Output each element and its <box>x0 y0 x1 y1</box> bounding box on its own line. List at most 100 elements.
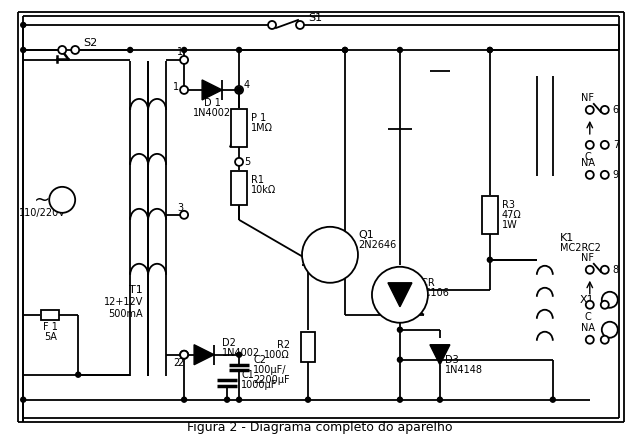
Text: 1000μF: 1000μF <box>241 380 277 390</box>
Circle shape <box>488 48 492 52</box>
Text: 4: 4 <box>244 80 250 90</box>
Text: NA: NA <box>580 158 595 168</box>
Text: S2: S2 <box>83 38 97 48</box>
Text: ~: ~ <box>34 191 51 209</box>
Text: 2: 2 <box>173 358 179 368</box>
Text: 500mA: 500mA <box>109 309 143 319</box>
Circle shape <box>342 48 348 52</box>
Text: 8: 8 <box>612 265 619 275</box>
Circle shape <box>601 336 609 344</box>
Text: C: C <box>584 312 591 322</box>
Bar <box>41 310 60 320</box>
Text: S1: S1 <box>308 13 322 23</box>
Circle shape <box>20 48 26 52</box>
Circle shape <box>437 397 442 402</box>
Text: K1: K1 <box>560 233 574 243</box>
Text: 1MΩ: 1MΩ <box>251 123 273 133</box>
Text: TIC106: TIC106 <box>415 288 449 298</box>
Circle shape <box>180 351 188 359</box>
Circle shape <box>180 211 188 219</box>
Text: NF: NF <box>581 93 595 103</box>
Circle shape <box>296 21 304 29</box>
Circle shape <box>586 171 594 179</box>
Circle shape <box>235 86 243 94</box>
Circle shape <box>488 48 492 52</box>
Circle shape <box>71 46 79 54</box>
Bar <box>231 109 247 147</box>
Text: 9: 9 <box>612 170 619 180</box>
Text: MC2RC2: MC2RC2 <box>560 243 601 253</box>
Text: F 1: F 1 <box>43 322 58 332</box>
Polygon shape <box>194 345 214 365</box>
Text: 5A: 5A <box>44 332 57 342</box>
Circle shape <box>237 88 241 92</box>
Text: NA: NA <box>580 323 595 333</box>
Text: 1: 1 <box>177 47 183 57</box>
Circle shape <box>225 397 230 402</box>
Text: 47Ω: 47Ω <box>502 210 522 220</box>
Polygon shape <box>430 345 450 365</box>
Circle shape <box>302 227 358 283</box>
Circle shape <box>586 266 594 274</box>
Circle shape <box>180 351 188 359</box>
Bar <box>301 332 315 362</box>
Text: 1N4002: 1N4002 <box>193 108 231 118</box>
Circle shape <box>602 292 618 308</box>
Text: R1: R1 <box>251 175 264 185</box>
Text: T1: T1 <box>129 285 143 295</box>
Text: C2: C2 <box>253 355 266 365</box>
Circle shape <box>488 257 492 262</box>
Circle shape <box>397 397 403 402</box>
Text: 2: 2 <box>177 358 183 368</box>
Text: 100μF/: 100μF/ <box>253 364 287 375</box>
Circle shape <box>397 357 403 362</box>
Circle shape <box>601 141 609 149</box>
Circle shape <box>182 397 187 402</box>
Text: Q1: Q1 <box>358 230 374 240</box>
Text: 1: 1 <box>173 82 179 92</box>
Circle shape <box>550 397 556 402</box>
Circle shape <box>372 267 428 323</box>
Circle shape <box>586 336 594 344</box>
Text: 1W: 1W <box>502 220 518 230</box>
Text: 10kΩ: 10kΩ <box>251 185 276 195</box>
Text: 100Ω: 100Ω <box>264 350 290 360</box>
Circle shape <box>180 86 188 94</box>
Circle shape <box>602 322 618 338</box>
Circle shape <box>397 48 403 52</box>
Text: 3: 3 <box>177 203 183 213</box>
Circle shape <box>305 397 310 402</box>
Circle shape <box>180 56 188 64</box>
Text: NF: NF <box>581 253 595 263</box>
Text: 2N2646: 2N2646 <box>358 240 396 250</box>
Circle shape <box>397 327 403 332</box>
Circle shape <box>586 301 594 309</box>
Circle shape <box>76 372 81 377</box>
Text: 1N4002: 1N4002 <box>222 348 260 358</box>
Text: 12+12V: 12+12V <box>104 297 143 307</box>
Circle shape <box>20 23 26 27</box>
Circle shape <box>127 48 132 52</box>
Circle shape <box>601 301 609 309</box>
Text: D 1: D 1 <box>204 98 221 108</box>
Circle shape <box>237 352 241 357</box>
Circle shape <box>397 287 403 292</box>
Text: 5: 5 <box>244 157 250 167</box>
Text: C1: C1 <box>241 370 254 380</box>
Text: D2: D2 <box>222 338 236 348</box>
Text: D3: D3 <box>445 355 459 365</box>
Text: 110/220V: 110/220V <box>19 208 66 218</box>
Circle shape <box>268 21 276 29</box>
Text: R3: R3 <box>502 200 515 210</box>
Bar <box>231 171 247 205</box>
Circle shape <box>342 48 348 52</box>
Circle shape <box>601 266 609 274</box>
Circle shape <box>586 106 594 114</box>
Polygon shape <box>202 80 222 100</box>
Text: 6: 6 <box>612 105 619 115</box>
Circle shape <box>601 106 609 114</box>
Text: 2200μF: 2200μF <box>253 375 290 385</box>
Circle shape <box>49 187 75 213</box>
Text: X1: X1 <box>580 295 595 305</box>
Text: 7: 7 <box>612 140 619 150</box>
